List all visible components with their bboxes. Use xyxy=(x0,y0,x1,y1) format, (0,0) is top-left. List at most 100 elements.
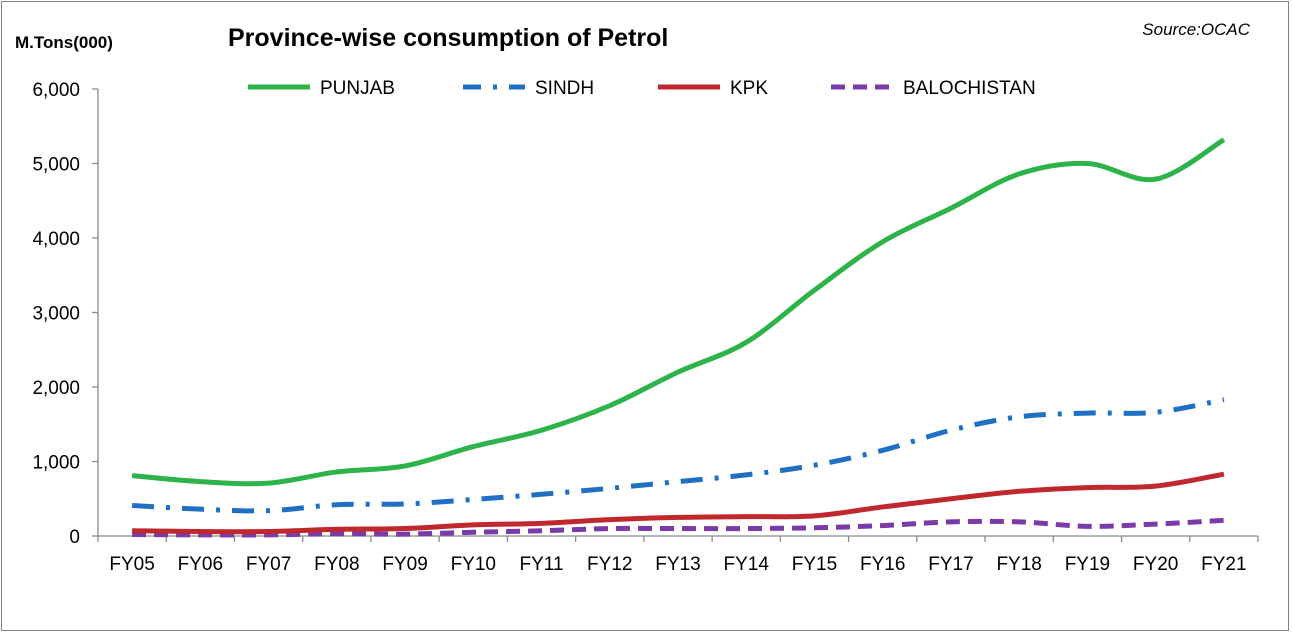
data-point-kpk-fy09 xyxy=(403,527,407,531)
data-point-punjab-fy18 xyxy=(1017,172,1021,176)
data-point-kpk-fy14 xyxy=(744,515,748,519)
data-point-punjab-fy21 xyxy=(1222,138,1226,142)
data-point-kpk-fy06 xyxy=(198,530,202,534)
data-point-sindh-fy08 xyxy=(335,503,339,507)
x-tick-label: FY12 xyxy=(587,554,632,575)
data-point-kpk-fy21 xyxy=(1222,472,1226,476)
data-point-balochistan-fy09 xyxy=(403,532,407,536)
data-point-balochistan-fy21 xyxy=(1222,518,1226,522)
y-tick-label: 5,000 xyxy=(32,155,80,176)
data-point-balochistan-fy13 xyxy=(676,527,680,531)
data-point-sindh-fy06 xyxy=(198,507,202,511)
data-point-balochistan-fy18 xyxy=(1017,520,1021,524)
data-point-balochistan-fy15 xyxy=(812,526,816,530)
x-tick-label: FY10 xyxy=(451,554,496,575)
x-tick-label: FY08 xyxy=(314,554,359,575)
data-point-kpk-fy13 xyxy=(676,515,680,519)
data-point-punjab-fy16 xyxy=(881,240,885,244)
data-point-sindh-fy18 xyxy=(1017,415,1021,419)
data-point-kpk-fy10 xyxy=(471,523,475,527)
legend: PUNJAB SINDH KPK BALOCHISTAN xyxy=(248,78,1036,99)
data-point-sindh-fy21 xyxy=(1222,398,1226,402)
data-point-punjab-fy17 xyxy=(949,206,953,210)
data-point-kpk-fy20 xyxy=(1154,484,1158,488)
data-point-punjab-fy10 xyxy=(471,445,475,449)
data-point-balochistan-fy17 xyxy=(949,520,953,524)
data-point-sindh-fy15 xyxy=(812,463,816,467)
series-line-balochistan xyxy=(132,517,1225,538)
legend-label-punjab: PUNJAB xyxy=(320,78,395,99)
data-point-kpk-fy05 xyxy=(130,529,134,533)
series-line-sindh xyxy=(131,397,1225,514)
data-point-punjab-fy06 xyxy=(198,480,202,484)
data-point-kpk-fy11 xyxy=(540,521,544,525)
data-point-punjab-fy11 xyxy=(540,428,544,432)
data-point-sindh-fy19 xyxy=(1085,411,1089,415)
data-point-sindh-fy09 xyxy=(403,502,407,506)
series-layer xyxy=(130,137,1226,538)
data-point-sindh-fy14 xyxy=(744,473,748,477)
data-point-punjab-fy05 xyxy=(130,474,134,478)
x-tick-label: FY15 xyxy=(792,554,837,575)
data-point-sindh-fy17 xyxy=(949,428,953,432)
data-point-kpk-fy18 xyxy=(1017,489,1021,493)
x-tick-label: FY09 xyxy=(382,554,427,575)
data-point-sindh-fy13 xyxy=(676,480,680,484)
data-point-sindh-fy20 xyxy=(1154,410,1158,414)
source-note: Source:OCAC xyxy=(1142,20,1250,39)
data-point-balochistan-fy20 xyxy=(1154,522,1158,526)
legend-label-balochistan: BALOCHISTAN xyxy=(903,78,1036,99)
data-point-kpk-fy16 xyxy=(881,505,885,509)
data-point-balochistan-fy19 xyxy=(1085,524,1089,528)
legend-label-sindh: SINDH xyxy=(535,78,594,99)
x-tick-label: FY07 xyxy=(246,554,291,575)
data-point-punjab-fy14 xyxy=(744,340,748,344)
data-point-balochistan-fy11 xyxy=(540,529,544,533)
data-point-kpk-fy19 xyxy=(1085,486,1089,490)
legend-label-kpk: KPK xyxy=(730,78,768,99)
data-point-sindh-fy12 xyxy=(608,486,612,490)
x-tick-label: FY19 xyxy=(1065,554,1110,575)
data-point-kpk-fy07 xyxy=(267,530,271,534)
series-line-punjab xyxy=(131,137,1226,487)
data-point-balochistan-fy16 xyxy=(881,524,885,528)
y-tick-label: 3,000 xyxy=(32,304,80,325)
data-point-punjab-fy09 xyxy=(403,464,407,468)
data-point-kpk-fy17 xyxy=(949,497,953,501)
series-line-kpk xyxy=(132,471,1225,535)
data-point-balochistan-fy14 xyxy=(744,527,748,531)
data-point-balochistan-fy08 xyxy=(335,532,339,536)
data-point-sindh-fy10 xyxy=(471,497,475,501)
y-tick-label: 4,000 xyxy=(32,229,80,250)
x-tick-label: FY18 xyxy=(996,554,1041,575)
y-tick-label: 1,000 xyxy=(32,453,80,474)
x-tick-label: FY05 xyxy=(109,554,154,575)
x-tick-label: FY14 xyxy=(724,554,770,575)
data-point-punjab-fy15 xyxy=(812,288,816,292)
data-point-punjab-fy07 xyxy=(267,481,271,485)
x-tick-label: FY20 xyxy=(1133,554,1178,575)
data-point-balochistan-fy12 xyxy=(608,527,612,531)
data-point-punjab-fy08 xyxy=(335,470,339,474)
y-tick-label: 6,000 xyxy=(32,80,80,101)
data-point-sindh-fy07 xyxy=(267,509,271,513)
data-point-kpk-fy08 xyxy=(335,527,339,531)
x-tick-label: FY17 xyxy=(928,554,973,575)
data-point-kpk-fy15 xyxy=(812,514,816,518)
data-point-punjab-fy13 xyxy=(676,370,680,374)
data-point-sindh-fy11 xyxy=(540,492,544,496)
x-tick-label: FY06 xyxy=(178,554,223,575)
data-point-punjab-fy12 xyxy=(608,404,612,408)
data-point-kpk-fy12 xyxy=(608,518,612,522)
axes: 0 1,000 2,000 3,000 4,000 5,000 6,000 FY05 FY06 F… xyxy=(32,80,1259,575)
y-tick-label: 0 xyxy=(69,527,80,548)
y-tick-label: 2,000 xyxy=(32,378,80,399)
x-tick-label: FY21 xyxy=(1201,554,1246,575)
data-point-punjab-fy20 xyxy=(1154,177,1158,181)
data-point-punjab-fy19 xyxy=(1085,162,1089,166)
y-unit-label: M.Tons(000) xyxy=(15,33,113,52)
x-tick-label: FY11 xyxy=(520,554,564,575)
x-tick-label: FY16 xyxy=(860,554,905,575)
